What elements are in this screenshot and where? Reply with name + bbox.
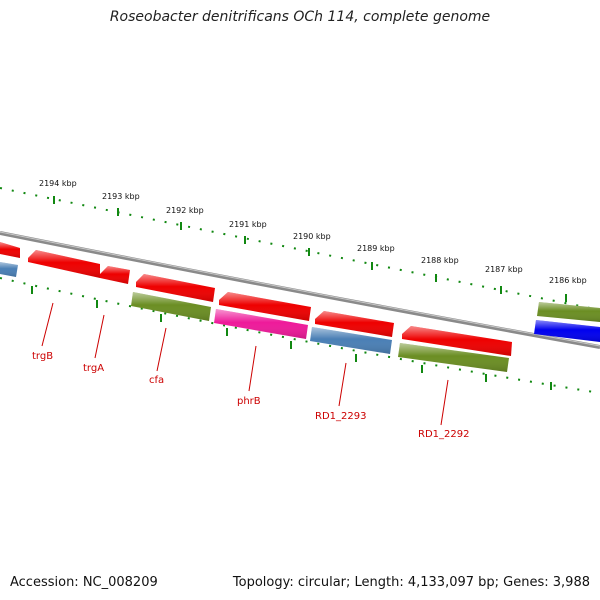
- gene-block-RD1-2292-olive[interactable]: [398, 343, 509, 372]
- gene-block-right-blue[interactable]: [534, 320, 600, 342]
- ruler-label-2189: 2189 kbp: [357, 244, 395, 253]
- ruler-label-2194: 2194 kbp: [39, 179, 77, 188]
- inner-ruler-track: [0, 277, 600, 394]
- gene-block-right-olive[interactable]: [537, 302, 600, 322]
- genome-summary-text: Topology: circular; Length: 4,133,097 bp…: [232, 575, 590, 590]
- leader-line-cfa: [156, 327, 167, 372]
- genome-backbone-highlight: [0, 231, 600, 347]
- gene-arrow-RD1-2292[interactable]: [402, 326, 512, 356]
- gene-label-cfa: cfa: [149, 375, 164, 386]
- gene-block-cfa-olive[interactable]: [131, 292, 211, 321]
- gene-label-trgA: trgA: [83, 363, 104, 374]
- gene-label-trgB: trgB: [32, 351, 53, 362]
- map-title: Roseobacter denitrificans OCh 114, compl…: [109, 9, 491, 25]
- ruler-label-2187: 2187 kbp: [485, 265, 523, 274]
- gene-label-RD1-2292: RD1_2292: [418, 429, 469, 440]
- leader-line-phrB: [248, 345, 257, 392]
- accession-text: Accession: NC_008209: [10, 575, 158, 590]
- ruler-label-2188: 2188 kbp: [421, 256, 459, 265]
- gene-label-RD1-2293: RD1_2293: [315, 411, 366, 422]
- leader-line-RD1-2292: [440, 379, 449, 426]
- gene-arrow-cfa[interactable]: [136, 274, 215, 302]
- ruler-label-2190: 2190 kbp: [293, 232, 331, 241]
- gene-arrow-phrB[interactable]: [219, 292, 311, 321]
- gene-arrow-trgA[interactable]: [100, 266, 130, 284]
- gene-block-left-steelblue[interactable]: [0, 262, 18, 277]
- ruler-label-2191: 2191 kbp: [229, 220, 267, 229]
- inner-ruler-major-ticks: [31, 286, 552, 390]
- ruler-label-2192: 2192 kbp: [166, 206, 204, 215]
- leader-line-RD1-2293: [338, 362, 347, 407]
- outer-ruler-major-ticks: [53, 196, 567, 302]
- gene-arrow-trgB[interactable]: [28, 250, 100, 278]
- outer-ruler-track: [0, 187, 600, 311]
- gene-block-RD1-2293-steelblue[interactable]: [310, 327, 392, 354]
- gene-arrow-RD1-2293[interactable]: [315, 311, 394, 337]
- genome-backbone: [0, 231, 600, 349]
- gene-block-phrB-pink[interactable]: [214, 309, 308, 339]
- ruler-label-2193: 2193 kbp: [102, 192, 140, 201]
- gene-arrow-left-red[interactable]: [0, 242, 20, 258]
- gene-label-phrB: phrB: [237, 396, 261, 407]
- leader-line-trgA: [94, 314, 105, 359]
- leader-line-trgB: [41, 302, 54, 347]
- ruler-label-2186: 2186 kbp: [549, 276, 587, 285]
